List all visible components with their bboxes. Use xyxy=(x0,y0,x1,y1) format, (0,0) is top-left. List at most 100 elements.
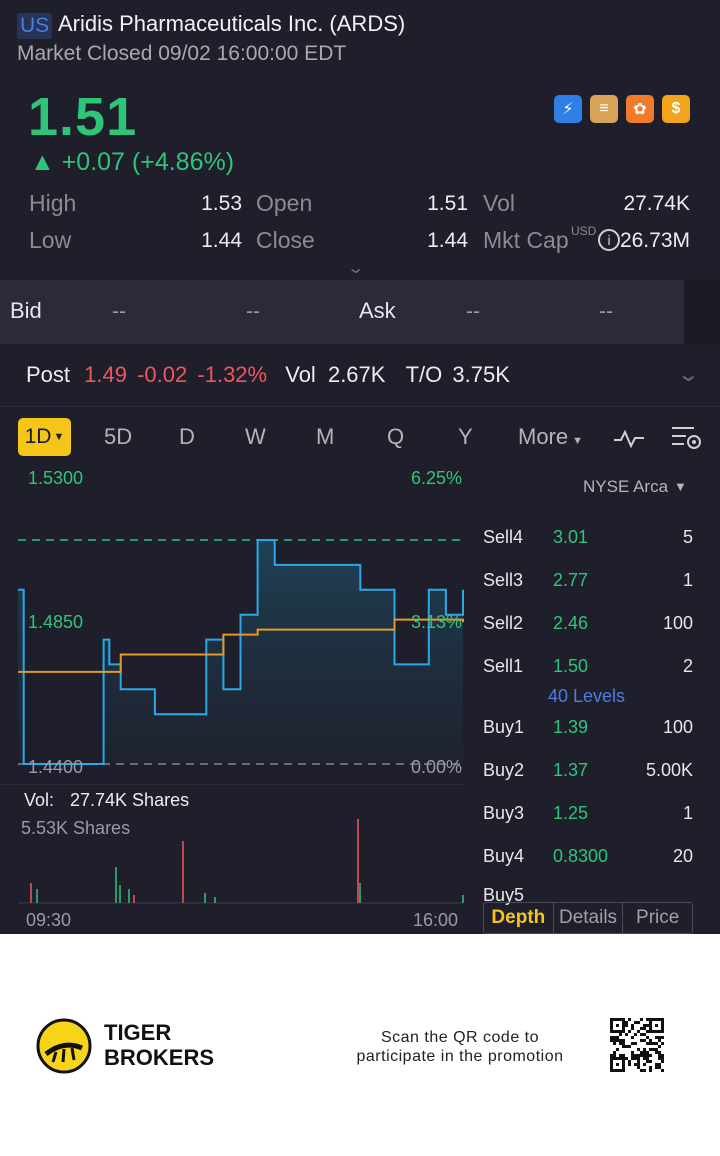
brand-name: TIGER BROKERS xyxy=(104,1020,215,1070)
qr-module xyxy=(658,1018,661,1021)
volume-label: Vol: xyxy=(24,790,55,810)
qr-module xyxy=(643,1069,646,1072)
qr-module xyxy=(661,1030,664,1033)
buy-qty: 100 xyxy=(662,717,693,737)
qr-module xyxy=(643,1033,646,1036)
tab-y[interactable]: Y xyxy=(458,424,473,449)
qr-module xyxy=(649,1042,652,1045)
qr-module xyxy=(661,1069,664,1072)
exchange-name[interactable]: NYSE Arca xyxy=(583,477,669,496)
pct-axis-top-label: 6.25% xyxy=(411,468,463,488)
exchange-dropdown-icon[interactable]: ▼ xyxy=(674,479,687,494)
tab-depth[interactable]: Depth xyxy=(484,903,554,933)
qr-module xyxy=(622,1027,625,1030)
qr-module xyxy=(655,1048,658,1051)
post-change: -0.02 xyxy=(137,362,188,387)
qr-module xyxy=(610,1021,613,1024)
volume-total: 27.74K Shares xyxy=(70,790,190,810)
levels-link[interactable]: 40 Levels xyxy=(548,686,626,706)
qr-module xyxy=(637,1066,640,1069)
buy-price: 1.39 xyxy=(553,717,589,737)
qr-module xyxy=(640,1018,643,1021)
qr-module xyxy=(661,1021,664,1024)
qr-module xyxy=(610,1018,613,1021)
qr-module xyxy=(637,1021,640,1024)
qr-module xyxy=(640,1027,643,1030)
qr-module xyxy=(613,1069,616,1072)
qr-module xyxy=(610,1036,613,1039)
sell-label: Sell1 xyxy=(483,656,524,676)
ask-size: -- xyxy=(599,300,613,323)
tiger-logo-icon xyxy=(36,1018,92,1074)
qr-module xyxy=(646,1036,649,1039)
x-axis-end-label: 16:00 xyxy=(413,910,459,930)
qr-module xyxy=(631,1027,634,1030)
bid-price: -- xyxy=(112,300,126,323)
qr-module xyxy=(658,1063,661,1066)
qr-module xyxy=(610,1063,613,1066)
qr-module xyxy=(634,1042,637,1045)
post-expand-chevron-icon[interactable]: ⌄ xyxy=(676,364,701,386)
qr-module xyxy=(649,1069,652,1072)
qr-module xyxy=(655,1051,658,1054)
qr-module xyxy=(643,1039,646,1042)
qr-module xyxy=(616,1018,619,1021)
stack-icon[interactable]: ≡ xyxy=(590,95,618,123)
qr-module xyxy=(625,1033,628,1036)
qr-module xyxy=(640,1051,643,1054)
qr-module xyxy=(631,1054,634,1057)
qr-module xyxy=(613,1036,616,1039)
qr-module xyxy=(631,1036,634,1039)
qr-module xyxy=(637,1054,640,1057)
chart-settings-icon[interactable] xyxy=(670,424,704,452)
orderbook-tabs: Depth Details Price xyxy=(483,902,693,934)
post-vol-label: Vol xyxy=(285,362,316,387)
qr-module xyxy=(643,1057,646,1060)
ask-price: -- xyxy=(466,300,480,323)
tab-more[interactable]: More ▼ xyxy=(518,424,584,449)
qr-module xyxy=(655,1063,658,1066)
mktcap-unit: USD xyxy=(571,224,597,238)
qr-module xyxy=(619,1054,622,1057)
buy-qty: 1 xyxy=(682,803,693,823)
qr-module xyxy=(649,1048,652,1051)
post-market-row[interactable]: Post 1.49 -0.02 -1.32% Vol 2.67K T/O 3.7… xyxy=(26,362,510,388)
qr-module xyxy=(661,1036,664,1039)
tab-1d[interactable]: 1D ▼ xyxy=(18,418,71,456)
qr-module xyxy=(637,1063,640,1066)
qr-module xyxy=(658,1045,661,1048)
intraday-chart[interactable] xyxy=(0,460,470,920)
qr-module xyxy=(652,1042,655,1045)
qr-module xyxy=(628,1063,631,1066)
qr-module xyxy=(637,1057,640,1060)
tab-w[interactable]: W xyxy=(245,424,266,449)
market-badge: US xyxy=(17,13,53,39)
lightning-icon[interactable]: ⚡ xyxy=(554,95,582,123)
pct-axis-mid-label: 3.13% xyxy=(411,612,463,632)
qr-module xyxy=(658,1039,661,1042)
tab-5d[interactable]: 5D xyxy=(104,424,133,449)
qr-module xyxy=(643,1051,646,1054)
tab-d[interactable]: D xyxy=(179,424,195,449)
qr-module xyxy=(658,1051,661,1054)
qr-module xyxy=(646,1051,649,1054)
sell-label: Sell2 xyxy=(483,613,524,633)
options-icon[interactable]: ✿ xyxy=(626,95,654,123)
info-icon[interactable]: i xyxy=(598,229,620,251)
buy-qty: 20 xyxy=(672,846,693,866)
qr-module xyxy=(616,1063,619,1066)
buy-label: Buy4 xyxy=(483,846,525,866)
tab-m[interactable]: M xyxy=(316,424,335,449)
tab-price[interactable]: Price xyxy=(636,907,680,928)
qr-module xyxy=(661,1054,664,1057)
qr-module xyxy=(661,1018,664,1021)
expand-chevron-icon[interactable]: ⌄ xyxy=(346,260,366,277)
tab-details[interactable]: Details xyxy=(554,903,624,933)
indicator-icon[interactable] xyxy=(612,426,646,450)
open-label: Open xyxy=(256,190,313,216)
qr-module xyxy=(661,1042,664,1045)
buy-qty: 5.00K xyxy=(645,760,693,780)
dollar-icon[interactable]: $ xyxy=(662,95,690,123)
sell-price: 2.46 xyxy=(553,613,589,633)
tab-q[interactable]: Q xyxy=(387,424,405,449)
